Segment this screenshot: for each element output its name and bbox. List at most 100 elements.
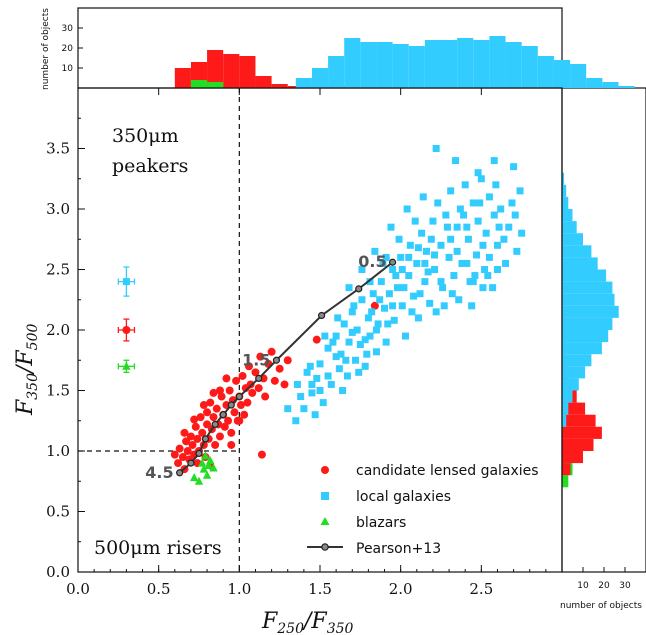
local-galaxy-point bbox=[385, 290, 393, 298]
right-histogram-bar bbox=[562, 414, 567, 427]
x-tick-label: 2.0 bbox=[389, 580, 413, 598]
local-galaxy-point bbox=[395, 235, 403, 243]
lensed-galaxy-point bbox=[186, 432, 195, 441]
right-histogram-tick-label: 20 bbox=[598, 581, 610, 591]
local-galaxy-point bbox=[368, 308, 376, 316]
local-galaxy-point bbox=[372, 348, 380, 356]
local-galaxy-point bbox=[458, 259, 466, 267]
top-histogram-bar bbox=[223, 54, 240, 88]
local-galaxy-point bbox=[356, 341, 364, 349]
local-galaxy-point bbox=[426, 299, 434, 307]
local-galaxy-point bbox=[361, 362, 369, 370]
lensed-galaxy-point bbox=[230, 408, 239, 417]
top-histogram-bar bbox=[489, 36, 506, 88]
right-histogram-bar bbox=[562, 269, 607, 282]
top-histogram-bar bbox=[505, 42, 522, 88]
local-galaxy-point bbox=[477, 175, 485, 183]
lensed-galaxy-point bbox=[236, 401, 245, 410]
local-galaxy-point bbox=[348, 328, 356, 336]
top-histogram-tick-label: 10 bbox=[62, 64, 74, 74]
lensed-galaxy-point bbox=[188, 440, 197, 449]
right-histogram-tick-label: 30 bbox=[619, 581, 631, 591]
local-galaxy-point bbox=[434, 199, 442, 207]
lensed-galaxy-point bbox=[203, 408, 212, 417]
local-galaxy-point bbox=[358, 266, 366, 273]
lensed-galaxy-point bbox=[275, 364, 284, 373]
local-galaxy-point bbox=[455, 296, 463, 304]
legend-lensed-label: candidate lensed galaxies bbox=[356, 463, 539, 479]
top-histogram-bar bbox=[239, 56, 256, 88]
lensed-galaxy-point bbox=[270, 376, 279, 385]
local-galaxy-point bbox=[448, 290, 456, 298]
right-histogram-bar bbox=[562, 172, 565, 185]
local-galaxy-point bbox=[484, 272, 492, 280]
local-galaxy-point bbox=[513, 247, 521, 255]
pearson-track-point bbox=[201, 435, 210, 443]
right-histogram-bar bbox=[562, 305, 619, 318]
lensed-galaxy-point bbox=[180, 428, 189, 437]
local-galaxy-point bbox=[405, 272, 413, 280]
local-galaxy-point bbox=[324, 344, 332, 352]
local-galaxy-point bbox=[292, 417, 300, 425]
local-galaxy-point bbox=[355, 368, 363, 376]
local-galaxy-point bbox=[453, 247, 461, 255]
top-histogram-bar bbox=[360, 42, 377, 88]
right-histogram-bar bbox=[562, 196, 569, 209]
lensed-galaxy-point bbox=[199, 401, 208, 410]
right-histogram-bar bbox=[562, 233, 583, 246]
right-histogram-bar bbox=[562, 184, 567, 197]
top-histogram-bar bbox=[521, 46, 538, 88]
local-galaxy-point bbox=[471, 272, 479, 280]
local-galaxy-point bbox=[406, 241, 414, 249]
top-histogram-bar bbox=[570, 64, 587, 88]
lensed-galaxy-point bbox=[222, 374, 231, 383]
local-galaxy-point bbox=[495, 223, 503, 231]
top-histogram-bar bbox=[174, 68, 191, 88]
top-histogram-bar bbox=[457, 38, 474, 88]
local-galaxy-point bbox=[337, 350, 345, 358]
local-galaxy-point bbox=[374, 320, 382, 328]
local-galaxy-point bbox=[332, 353, 340, 361]
lensed-galaxy-point bbox=[212, 404, 221, 413]
x-tick-label: 1.5 bbox=[308, 580, 332, 598]
x-tick-label: 1.0 bbox=[227, 580, 251, 598]
local-galaxy-point bbox=[500, 235, 508, 243]
legend-local-marker bbox=[321, 492, 329, 500]
right-histogram-bar bbox=[562, 317, 613, 330]
local-galaxy-point bbox=[463, 259, 471, 267]
local-galaxy-point bbox=[348, 308, 356, 316]
right-histogram-bar bbox=[562, 414, 596, 427]
x-axis-title-main-2: F bbox=[310, 609, 327, 634]
right-histogram-bar bbox=[562, 463, 571, 476]
local-galaxy-point bbox=[493, 241, 501, 249]
local-galaxy-point bbox=[408, 308, 416, 316]
local-galaxy-point bbox=[429, 217, 437, 225]
lensed-galaxy-point bbox=[256, 352, 265, 361]
pearson-track-point bbox=[219, 411, 227, 419]
lensed-galaxy-point bbox=[217, 392, 226, 401]
top-histogram-bar bbox=[392, 44, 409, 88]
blazar-point bbox=[201, 451, 210, 460]
local-galaxy-point bbox=[332, 332, 340, 340]
top-histogram-bar bbox=[586, 78, 603, 88]
local-galaxy-point bbox=[361, 336, 369, 344]
pearson-track-point bbox=[176, 469, 184, 477]
local-galaxy-point bbox=[445, 253, 453, 261]
lensed-galaxy-point bbox=[193, 434, 202, 443]
top-histogram-bar bbox=[311, 68, 329, 88]
error-bar-marker bbox=[122, 326, 131, 334]
local-galaxy-point bbox=[387, 223, 395, 231]
local-galaxy-point bbox=[510, 163, 518, 171]
lensed-galaxy-point bbox=[227, 428, 236, 437]
local-galaxy-point bbox=[456, 205, 464, 213]
y-tick-label: 2.0 bbox=[46, 321, 70, 339]
lensed-galaxy-point bbox=[257, 450, 266, 459]
right-histogram-bar bbox=[562, 438, 594, 451]
local-galaxy-point bbox=[443, 223, 451, 231]
top-histogram-bar bbox=[328, 56, 345, 88]
lensed-galaxy-point bbox=[170, 450, 179, 459]
legend-lensed-marker bbox=[321, 466, 329, 474]
local-galaxy-point bbox=[492, 181, 500, 189]
local-galaxy-point bbox=[350, 302, 358, 310]
